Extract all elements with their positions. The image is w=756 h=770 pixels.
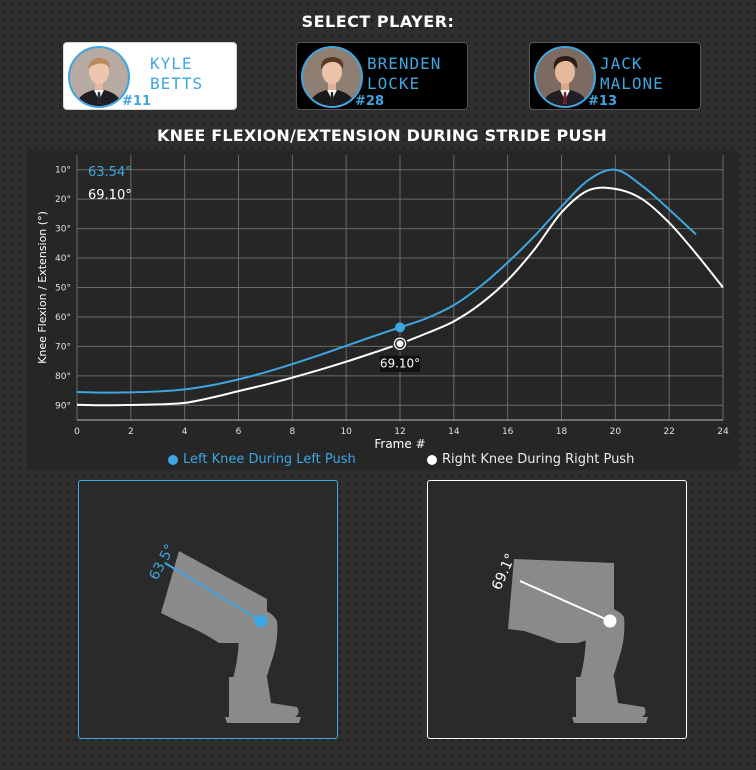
knee-angle-chart[interactable]: 0 2 4 6 8 10 12 14 16 18 20 22 2410°20°30°40°50°60°7… — [28, 150, 738, 470]
x-tick-label: 6 — [236, 427, 242, 437]
player-name: BRENDEN LOCKE — [367, 54, 442, 93]
left-knee-figure: 63.5° — [146, 542, 301, 723]
y-axis-label: Knee Flexion / Extension (°) — [36, 211, 49, 364]
series-line-left-knee — [76, 168, 697, 394]
y-tick-label: 30° — [55, 225, 71, 235]
y-tick-label: 10° — [55, 166, 71, 176]
x-tick-label: 20 — [610, 427, 622, 437]
shin-shape — [578, 607, 625, 695]
right-knee-figure: 69.1° — [489, 551, 648, 723]
readout-left-knee: 63.54° — [88, 165, 132, 180]
player-avatar — [534, 46, 596, 108]
legend-label: Right Knee During Right Push — [442, 452, 635, 467]
tooltip-value: 69.10° — [380, 357, 420, 371]
y-tick-label: 70° — [55, 342, 71, 352]
x-tick-label: 14 — [448, 427, 460, 437]
x-tick-label: 8 — [289, 427, 295, 437]
tooltip-box — [380, 355, 420, 372]
legend-label: Left Knee During Left Push — [183, 452, 356, 467]
x-tick-label: 4 — [182, 427, 188, 437]
y-tick-label: 90° — [55, 401, 71, 411]
x-tick-label: 2 — [128, 427, 134, 437]
y-tick-label: 60° — [55, 313, 71, 323]
cursor-point-right-knee-inner — [395, 338, 405, 349]
skate-boot — [576, 677, 646, 717]
knee-joint-dot — [603, 614, 617, 628]
legend-dot-white — [427, 454, 437, 465]
player-number: #28 — [355, 94, 384, 109]
y-tick-label: 40° — [55, 254, 71, 264]
x-axis-label: Frame # — [374, 437, 425, 451]
player-number: #11 — [122, 94, 151, 109]
x-tick-label: 18 — [556, 427, 568, 437]
player-number: #13 — [588, 94, 617, 109]
x-tick-label: 22 — [663, 427, 674, 437]
x-tick-label: 16 — [502, 427, 514, 437]
knee-joint-dot — [254, 614, 268, 628]
shin-shape — [231, 608, 278, 695]
left-knee-panel: 63.5° — [78, 480, 338, 739]
x-tick-label: 0 — [74, 427, 80, 437]
player-card-jack-malone[interactable]: JACK MALONE #13 — [529, 42, 701, 110]
y-tick-label: 20° — [55, 195, 71, 205]
x-tick-label: 12 — [394, 427, 405, 437]
player-avatar — [301, 46, 363, 108]
chart-panel — [28, 150, 738, 470]
legend-right-knee[interactable]: Right Knee During Right Push — [427, 452, 634, 467]
player-name: JACK MALONE — [600, 54, 664, 93]
skate-boot — [229, 677, 299, 717]
select-player-title: SELECT PLAYER: — [301, 12, 455, 31]
player-name: KYLE BETTS — [150, 54, 204, 93]
chart-title: KNEE FLEXION/EXTENSION DURING STRIDE PUS… — [157, 126, 607, 145]
right-knee-panel: 69.1° — [427, 480, 687, 739]
x-tick-label: 10 — [340, 427, 352, 437]
y-tick-label: 50° — [55, 284, 71, 294]
readout-right-knee: 69.10° — [88, 188, 132, 203]
player-card-kyle-betts[interactable]: KYLE BETTS #11 — [63, 42, 237, 110]
legend-left-knee[interactable]: Left Knee During Left Push — [168, 452, 356, 467]
skate-blade — [572, 717, 648, 723]
y-tick-label: 80° — [55, 372, 71, 382]
x-tick-label: 24 — [717, 427, 729, 437]
cursor-point-left-knee — [395, 322, 405, 333]
player-card-brenden-locke[interactable]: BRENDEN LOCKE #28 — [296, 42, 468, 110]
player-avatar — [68, 46, 130, 108]
skate-blade — [225, 717, 301, 723]
legend-dot-blue — [168, 454, 178, 465]
